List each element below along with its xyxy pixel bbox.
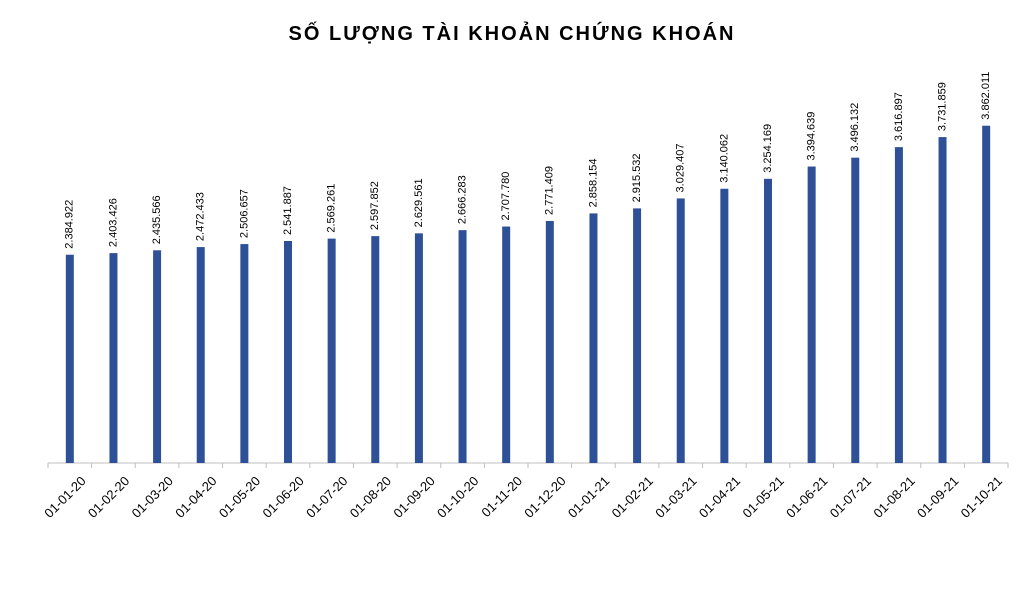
bar xyxy=(938,137,947,463)
x-tick-label: 01-07-20 xyxy=(303,473,350,520)
value-label: 2.771.409 xyxy=(544,166,556,215)
x-tick-label: 01-05-20 xyxy=(216,473,263,520)
value-label: 2.569.261 xyxy=(326,184,338,233)
bar xyxy=(414,233,423,463)
x-tick-label: 01-02-20 xyxy=(85,473,132,520)
bar xyxy=(458,230,467,463)
x-tick-label: 01-04-21 xyxy=(696,473,743,520)
bar xyxy=(502,226,511,463)
value-label: 3.029.407 xyxy=(675,143,687,192)
value-label: 2.506.657 xyxy=(238,189,250,238)
x-tick-label: 01-09-20 xyxy=(390,473,437,520)
value-label: 2.384.922 xyxy=(64,200,76,249)
bar xyxy=(851,157,860,463)
value-label: 3.140.062 xyxy=(718,134,730,183)
bar xyxy=(371,236,380,463)
value-label: 2.541.887 xyxy=(282,186,294,235)
x-tick-label: 01-10-20 xyxy=(434,473,481,520)
x-tick-label: 01-07-21 xyxy=(827,473,874,520)
value-label: 3.254.169 xyxy=(762,124,774,173)
bar xyxy=(589,213,598,463)
bar xyxy=(764,178,772,464)
bar xyxy=(327,238,336,463)
x-tick-label: 01-04-20 xyxy=(172,473,219,520)
bar xyxy=(807,166,816,464)
x-tick-label: 01-01-21 xyxy=(565,473,612,520)
value-label: 3.862.011 xyxy=(980,72,992,120)
x-tick-label: 01-11-20 xyxy=(478,473,525,520)
x-tick-label: 01-05-21 xyxy=(739,473,786,520)
bar xyxy=(982,125,991,463)
value-label: 3.616.897 xyxy=(893,92,905,141)
value-label: 3.394.639 xyxy=(806,112,818,161)
x-tick-label: 01-09-21 xyxy=(914,473,961,520)
value-label: 3.496.132 xyxy=(849,103,861,152)
x-tick-label: 01-08-20 xyxy=(347,473,394,520)
chart-title: SỐ LƯỢNG TÀI KHOẢN CHỨNG KHOÁN xyxy=(289,21,736,45)
bar xyxy=(545,220,554,463)
bar xyxy=(65,254,74,463)
value-label: 2.858.154 xyxy=(587,158,599,207)
x-tick-label: 01-03-21 xyxy=(652,473,699,520)
bar xyxy=(109,253,118,463)
x-tick-label: 01-12-20 xyxy=(521,473,568,520)
value-label: 2.435.566 xyxy=(151,195,163,244)
value-label: 3.731.859 xyxy=(936,82,948,131)
bar xyxy=(196,247,205,463)
bar xyxy=(240,244,249,463)
value-label: 2.472.433 xyxy=(195,192,207,241)
x-tick-label: 01-03-20 xyxy=(129,473,176,520)
value-label: 2.707.780 xyxy=(500,172,512,221)
value-label: 2.629.561 xyxy=(413,178,425,227)
x-tick-label: 01-06-20 xyxy=(259,473,306,520)
value-label: 2.915.532 xyxy=(631,153,643,202)
bar xyxy=(153,250,162,463)
x-tick-label: 01-10-21 xyxy=(958,473,1005,520)
bar xyxy=(894,147,903,463)
bar xyxy=(633,208,642,463)
bar xyxy=(720,188,729,463)
bar xyxy=(284,241,292,463)
x-tick-label: 01-08-21 xyxy=(870,473,917,520)
value-label: 2.403.426 xyxy=(107,198,119,247)
bar xyxy=(676,198,685,463)
x-tick-label: 01-02-21 xyxy=(609,473,656,520)
x-tick-label: 01-01-20 xyxy=(41,473,88,520)
x-tick-label: 01-06-21 xyxy=(783,473,830,520)
value-label: 2.597.852 xyxy=(369,181,381,230)
value-label: 2.666.283 xyxy=(456,175,468,224)
